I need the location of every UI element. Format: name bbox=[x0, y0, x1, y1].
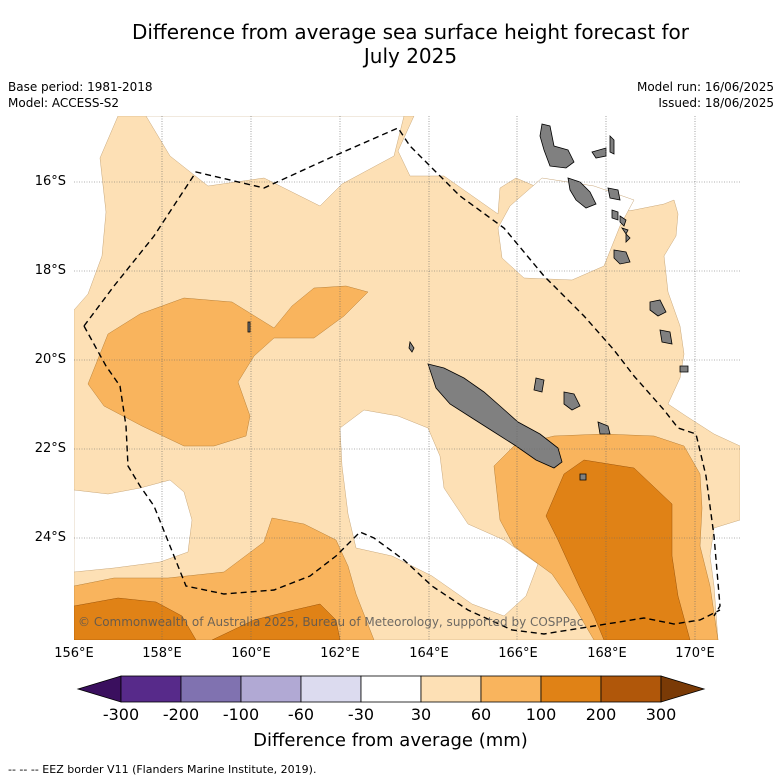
lat-tick-20s: 20°S bbox=[34, 352, 66, 367]
map-title: Difference from average sea surface heig… bbox=[0, 20, 781, 68]
contour-below-30-central bbox=[339, 409, 539, 617]
lon-tick-162e: 162°E bbox=[320, 646, 360, 661]
lat-tick-24s: 24°S bbox=[34, 530, 66, 545]
lon-tick-164e: 164°E bbox=[409, 646, 449, 661]
contour-100-200-southwest bbox=[74, 597, 197, 640]
colorbar-segment-5 bbox=[360, 675, 422, 703]
meta-left: Base period: 1981-2018 Model: ACCESS-S2 bbox=[8, 79, 153, 111]
eez-legend-note: -- -- -- EEZ border V11 (Flanders Marine… bbox=[8, 763, 317, 776]
west-islets-land bbox=[247, 321, 251, 333]
lat-tick-22s: 22°S bbox=[34, 441, 66, 456]
isle-of-pines-land bbox=[579, 473, 587, 481]
colorbar-segment-4 bbox=[300, 675, 362, 703]
colorbar-tick-neg100: -100 bbox=[222, 705, 260, 724]
colorbar-label: Difference from average (mm) bbox=[253, 730, 528, 751]
colorbar-segment-3 bbox=[240, 675, 302, 703]
colorbar-segment-2 bbox=[180, 675, 242, 703]
eez-border-line bbox=[83, 127, 721, 635]
vanuatu-espiritu-santo-land bbox=[539, 123, 575, 169]
colorbar-tick-200: 200 bbox=[585, 705, 617, 724]
colorbar-tick-100: 100 bbox=[525, 705, 557, 724]
colorbar-segment-8 bbox=[540, 675, 602, 703]
colorbar-segment-7 bbox=[480, 675, 542, 703]
contour-100-200-southeast bbox=[545, 459, 691, 640]
sea-surface-height-map: © Commonwealth of Australia 2025, Bureau… bbox=[74, 116, 740, 640]
issued-text: Issued: 18/06/2025 bbox=[658, 96, 774, 110]
lon-tick-166e: 166°E bbox=[498, 646, 538, 661]
colorbar-segment-6 bbox=[420, 675, 482, 703]
colorbar-tick-neg30: -30 bbox=[347, 705, 375, 724]
model-run-text: Model run: 16/06/2025 bbox=[636, 80, 774, 94]
lon-tick-158e: 158°E bbox=[142, 646, 182, 661]
colorbar-segment-9 bbox=[600, 675, 662, 703]
lon-tick-170e: 170°E bbox=[675, 646, 715, 661]
lon-tick-156e: 156°E bbox=[54, 646, 94, 661]
colorbar-extend-low bbox=[76, 675, 122, 703]
loyalty-islands-land bbox=[408, 340, 611, 435]
vanuatu-malekula-land bbox=[567, 177, 597, 209]
colorbar-tick-300: 300 bbox=[645, 705, 677, 724]
colorbar-tick-60: 60 bbox=[470, 705, 492, 724]
contour-below-30-north bbox=[145, 116, 405, 207]
colorbar-tick-neg60: -60 bbox=[287, 705, 315, 724]
contour-60-100-west bbox=[87, 285, 369, 447]
east-islands-land bbox=[649, 299, 689, 373]
title-line-2: July 2025 bbox=[363, 44, 458, 68]
lat-tick-18s: 18°S bbox=[34, 263, 66, 278]
colorbar-segment-1 bbox=[120, 675, 182, 703]
colorbar-tick-30: 30 bbox=[410, 705, 432, 724]
title-line-1: Difference from average sea surface heig… bbox=[131, 20, 690, 44]
lon-tick-168e: 168°E bbox=[587, 646, 627, 661]
colorbar-tick-neg200: -200 bbox=[162, 705, 200, 724]
contour-below-30-sw bbox=[74, 479, 193, 573]
model-text: Model: ACCESS-S2 bbox=[8, 96, 120, 110]
base-period-text: Base period: 1981-2018 bbox=[8, 80, 153, 94]
new-caledonia-land bbox=[427, 363, 563, 469]
lat-tick-16s: 16°S bbox=[34, 174, 66, 189]
colorbar bbox=[76, 675, 706, 703]
lon-tick-160e: 160°E bbox=[231, 646, 271, 661]
colorbar-tick-neg300: -300 bbox=[102, 705, 140, 724]
copyright-text: © Commonwealth of Australia 2025, Bureau… bbox=[78, 615, 583, 629]
colorbar-extend-high bbox=[660, 675, 706, 703]
gridlines bbox=[74, 116, 740, 640]
meta-right: Model run: 16/06/2025 Issued: 18/06/2025 bbox=[637, 79, 774, 111]
contour-100-200-south-central bbox=[211, 603, 341, 640]
vanuatu-efate-land bbox=[613, 249, 631, 265]
